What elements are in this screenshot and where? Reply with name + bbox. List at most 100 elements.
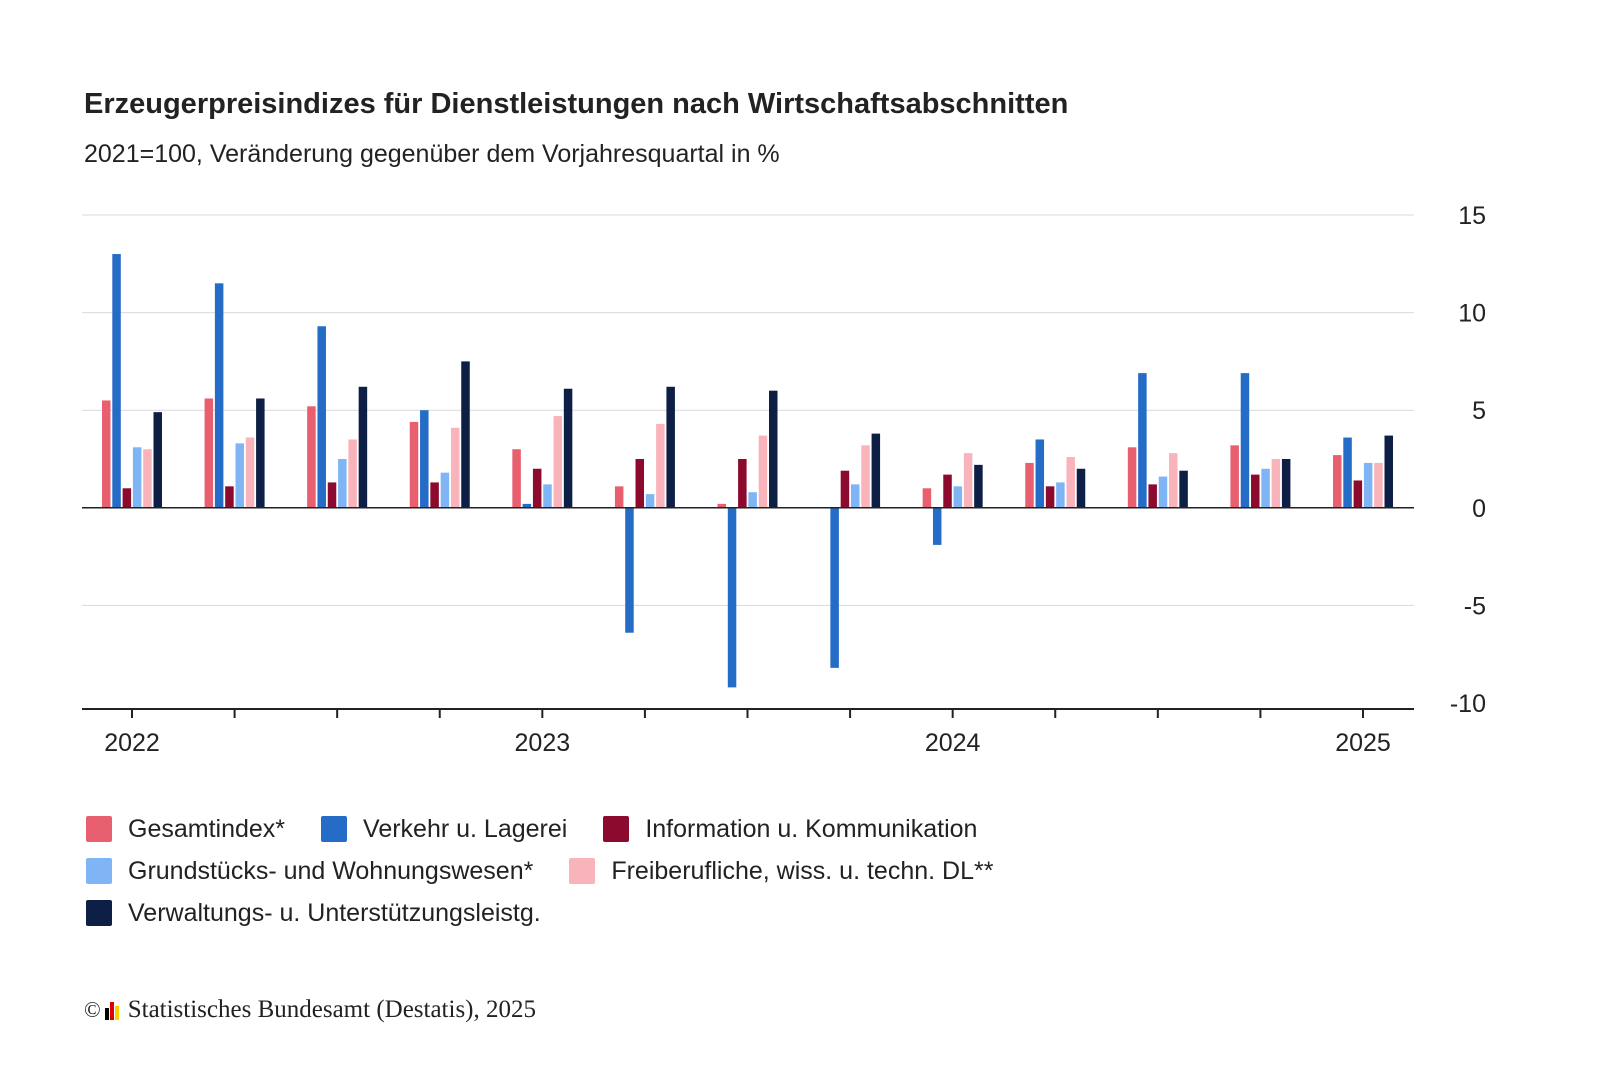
bar — [861, 445, 870, 508]
bar — [1333, 455, 1342, 508]
bar — [1169, 453, 1178, 508]
legend-label: Freiberufliche, wiss. u. techn. DL** — [611, 856, 994, 885]
legend-item-information: Information u. Kommunikation — [603, 815, 977, 844]
y-tick-label: 0 — [1472, 495, 1486, 523]
bar — [235, 443, 244, 508]
legend-row: Verwaltungs- u. Unterstützungsleistg. — [86, 892, 1286, 934]
bar — [553, 416, 563, 508]
bar — [1261, 468, 1270, 508]
bar — [450, 427, 460, 508]
bar — [738, 459, 747, 508]
bar — [1076, 468, 1086, 508]
bar — [850, 484, 860, 508]
y-tick-label: -10 — [1450, 690, 1486, 718]
bar — [645, 494, 655, 508]
bar — [1230, 445, 1239, 508]
y-tick-label: 15 — [1458, 202, 1486, 230]
bar — [338, 459, 347, 508]
legend-swatch — [603, 816, 630, 842]
bar — [840, 470, 850, 508]
chart-subtitle: 2021=100, Veränderung gegenüber dem Vorj… — [84, 140, 780, 168]
bar — [963, 453, 973, 508]
bar — [635, 459, 645, 508]
bar — [717, 503, 726, 508]
chart-title: Erzeugerpreisindizes für Dienstleistunge… — [84, 88, 1069, 120]
source-text: Statistisches Bundesamt (Destatis), 2025 — [127, 996, 537, 1023]
bar — [1158, 476, 1168, 508]
bar — [245, 437, 255, 508]
bar — [953, 486, 963, 508]
legend-item-freiberufliche: Freiberufliche, wiss. u. techn. DL** — [569, 857, 993, 886]
bar — [225, 486, 234, 508]
y-tick-label: 5 — [1472, 397, 1486, 425]
bar — [614, 486, 624, 508]
bar — [204, 398, 214, 508]
y-tick-label: -5 — [1464, 592, 1486, 620]
logo-bar — [109, 1002, 114, 1020]
bars — [102, 254, 1393, 688]
bar — [409, 421, 419, 508]
logo-bar — [104, 1008, 109, 1020]
legend-label: Gesamtindex* — [128, 814, 286, 843]
bar — [153, 412, 162, 508]
bar — [543, 484, 552, 508]
legend-label: Information u. Kommunikation — [645, 814, 978, 843]
bar — [1281, 459, 1291, 508]
legend-item-grundstuecks: Grundstücks- und Wohnungswesen* — [86, 857, 533, 886]
legend-label: Verwaltungs- u. Unterstützungsleistg. — [128, 898, 541, 927]
bar — [666, 386, 675, 508]
bar — [522, 503, 532, 508]
bar — [112, 254, 121, 508]
source-footer: © Statistisches Bundesamt (Destatis), 20… — [84, 996, 536, 1024]
bar — [532, 468, 542, 508]
bar — [102, 400, 111, 508]
bar — [307, 406, 316, 508]
bar — [1353, 480, 1363, 508]
bar — [1138, 373, 1147, 508]
bar — [420, 410, 429, 508]
legend-item-verwaltung: Verwaltungs- u. Unterstützungsleistg. — [86, 899, 541, 928]
bar — [327, 482, 337, 508]
legend-row: Grundstücks- und Wohnungswesen* Freiberu… — [86, 850, 1286, 892]
x-tick-label: 2023 — [515, 729, 571, 757]
bar — [922, 488, 932, 508]
bar — [1343, 437, 1352, 508]
bar — [769, 390, 778, 508]
bar — [943, 474, 952, 508]
bar — [256, 398, 265, 508]
x-tick-label: 2025 — [1335, 729, 1391, 757]
bar — [1251, 474, 1260, 508]
logo-bar — [114, 1006, 119, 1020]
legend-swatch — [86, 900, 112, 926]
axes: 15 10 5 0 -5 -10 2022 2023 2024 2025 — [82, 202, 1486, 757]
legend-item-verkehr: Verkehr u. Lagerei — [321, 815, 567, 844]
legend-swatch — [86, 816, 112, 842]
bar — [871, 433, 881, 508]
bar — [122, 488, 132, 508]
bar — [748, 492, 757, 508]
bar — [1035, 439, 1045, 508]
bar — [348, 439, 357, 508]
bar — [1056, 482, 1065, 508]
bar — [1384, 435, 1393, 508]
bar — [1374, 462, 1383, 508]
legend-swatch — [321, 816, 348, 842]
bar — [1127, 447, 1137, 508]
bar — [758, 435, 768, 508]
x-tick-label: 2024 — [925, 729, 981, 757]
bar — [1271, 459, 1281, 508]
bar — [440, 472, 450, 508]
legend-item-gesamtindex: Gesamtindex* — [86, 815, 285, 844]
legend-swatch — [86, 858, 112, 884]
bar — [563, 388, 573, 508]
x-tick-label: 2022 — [104, 729, 160, 757]
bar — [974, 464, 983, 508]
legend-label: Grundstücks- und Wohnungswesen* — [128, 856, 534, 885]
bar — [932, 507, 942, 545]
bar — [1148, 484, 1157, 508]
bar — [727, 507, 737, 688]
destatis-logo-icon — [104, 1000, 120, 1020]
bar — [656, 423, 665, 508]
bar — [1066, 457, 1075, 508]
bar-chart: 15 10 5 0 -5 -10 2022 2023 2024 2025 — [82, 202, 1486, 757]
